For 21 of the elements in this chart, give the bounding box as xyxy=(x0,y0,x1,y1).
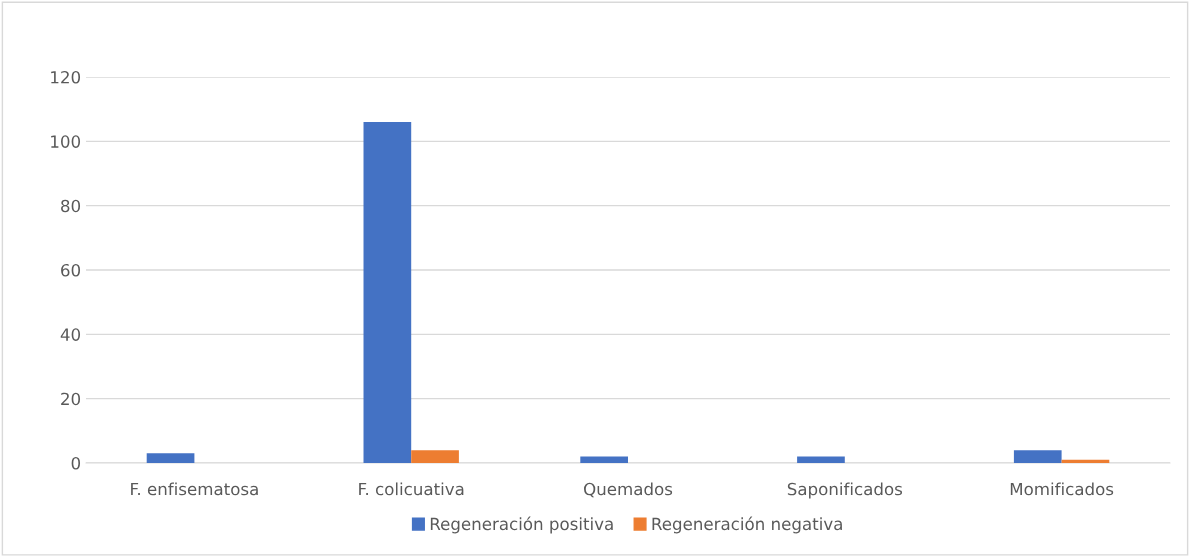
bar xyxy=(797,456,845,463)
x-tick-label: F. enfisematosa xyxy=(131,482,258,496)
bar xyxy=(411,450,459,463)
y-tick-label: 60 xyxy=(61,263,81,277)
legend-label: Regeneración negativa xyxy=(652,516,842,534)
y-tick-label: 20 xyxy=(61,392,81,406)
bar xyxy=(363,122,412,463)
x-tick-label: Quemados xyxy=(584,482,673,498)
y-tick-label: 100 xyxy=(51,135,81,148)
legend-label: Regeneración positiva xyxy=(430,516,613,534)
x-tick-label: Saponificados xyxy=(787,482,903,499)
bar xyxy=(1013,450,1062,463)
y-tick-label: 120 xyxy=(51,70,81,84)
y-tick-label: 40 xyxy=(60,328,81,341)
bar xyxy=(580,456,628,463)
bar xyxy=(146,453,195,463)
x-tick-label: Momificados xyxy=(1010,482,1114,496)
y-tick-label: 0 xyxy=(71,456,81,470)
x-tick-label: F. colicuativa xyxy=(359,482,464,496)
y-tick-label: 80 xyxy=(61,199,81,213)
bar xyxy=(1061,459,1110,463)
